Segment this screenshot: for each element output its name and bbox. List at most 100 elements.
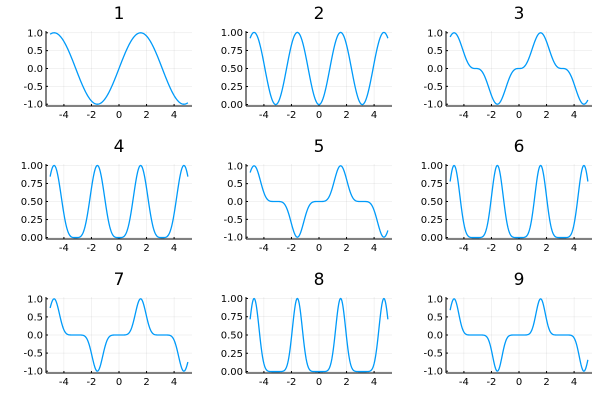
y-tick-label: 0.5 <box>27 46 43 57</box>
subplot-2: -4 -2 0 2 4 0.00 0.25 0.50 0.75 1.00 2 <box>221 4 392 121</box>
x-tick-label: 4 <box>371 243 377 254</box>
x-tick-label: 0 <box>116 377 122 388</box>
series-line <box>449 32 589 105</box>
y-tick-label: -0.5 <box>23 82 43 93</box>
y-tick-label: 0.50 <box>421 197 443 208</box>
series-line <box>249 297 389 373</box>
x-tick-label: -4 <box>259 377 269 388</box>
y-tick-label: 0.0 <box>427 331 443 342</box>
y-tick-label: -1.0 <box>223 233 243 244</box>
subplot-title: 5 <box>314 137 325 157</box>
x-tick-label: 4 <box>371 110 377 121</box>
x-tick-label: 4 <box>571 243 577 254</box>
x-tick-label: 0 <box>316 243 322 254</box>
y-tick-label: 0.00 <box>221 367 243 378</box>
y-tick-label: 0.75 <box>221 46 243 57</box>
x-tick-label: -2 <box>286 110 296 121</box>
subplot-title: 8 <box>314 270 325 290</box>
x-tick-label: -2 <box>486 110 496 121</box>
y-tick-label: -1.0 <box>423 100 443 111</box>
x-tick-label: 2 <box>143 377 149 388</box>
series-line <box>249 31 389 106</box>
x-tick-label: -2 <box>86 377 96 388</box>
x-tick-label: 2 <box>543 243 549 254</box>
x-tick-label: -2 <box>86 110 96 121</box>
y-tick-label: 1.00 <box>421 161 443 172</box>
x-tick-label: 0 <box>316 110 322 121</box>
x-tick-label: 4 <box>171 243 177 254</box>
x-tick-label: 2 <box>343 377 349 388</box>
x-tick-label: 0 <box>116 243 122 254</box>
y-tick-label: 1.0 <box>427 28 443 39</box>
subplot-title: 3 <box>514 4 525 24</box>
subplot-9: -4 -2 0 2 4 -1.0 -0.5 0.0 0.5 1.0 9 <box>423 270 592 388</box>
y-tick-label: 0.00 <box>21 233 43 244</box>
y-tick-label: 1.00 <box>221 294 243 305</box>
x-tick-label: 4 <box>171 377 177 388</box>
x-tick-label: 0 <box>516 110 522 121</box>
y-tick-label: -0.5 <box>23 349 43 360</box>
y-tick-label: 0.5 <box>427 312 443 323</box>
y-tick-label: 1.0 <box>427 294 443 305</box>
x-tick-label: -2 <box>486 377 496 388</box>
x-tick-label: -4 <box>259 243 269 254</box>
x-tick-label: -2 <box>286 377 296 388</box>
y-tick-label: 0.0 <box>227 197 243 208</box>
y-tick-label: 0.50 <box>221 331 243 342</box>
x-tick-label: -4 <box>59 243 69 254</box>
x-tick-label: -2 <box>86 243 96 254</box>
series-line <box>49 298 189 372</box>
subplot-title: 1 <box>114 4 125 24</box>
x-tick-label: 4 <box>371 377 377 388</box>
subplot-6: -4 -2 0 2 4 0.00 0.25 0.50 0.75 1.00 6 <box>421 137 592 254</box>
y-tick-label: 0.50 <box>221 64 243 75</box>
series-line <box>449 164 589 239</box>
x-tick-label: 2 <box>543 377 549 388</box>
y-tick-label: 0.25 <box>21 215 43 226</box>
x-tick-label: 2 <box>343 243 349 254</box>
y-tick-label: 0.00 <box>421 233 443 244</box>
x-tick-label: 4 <box>571 377 577 388</box>
subplot-title: 7 <box>114 270 125 290</box>
x-tick-label: 0 <box>316 377 322 388</box>
y-tick-label: 0.0 <box>427 64 443 75</box>
y-tick-label: -1.0 <box>23 367 43 378</box>
subplot-7: -4 -2 0 2 4 -1.0 -0.5 0.0 0.5 1.0 7 <box>23 270 192 388</box>
y-tick-label: -1.0 <box>423 367 443 378</box>
subplot-title: 6 <box>514 137 525 157</box>
subplot-title: 4 <box>114 137 125 157</box>
y-tick-label: 0.5 <box>227 179 243 190</box>
y-tick-label: -0.5 <box>423 349 443 360</box>
y-tick-label: 0.75 <box>21 179 43 190</box>
subplot-4: -4 -2 0 2 4 0.00 0.25 0.50 0.75 1.00 4 <box>21 137 192 254</box>
y-tick-label: 0.5 <box>427 46 443 57</box>
y-tick-label: 0.75 <box>421 179 443 190</box>
x-tick-label: -4 <box>459 377 469 388</box>
series-line <box>249 165 389 238</box>
y-tick-label: 0.00 <box>221 100 243 111</box>
x-tick-label: -4 <box>459 110 469 121</box>
subplot-8: -4 -2 0 2 4 0.00 0.25 0.50 0.75 1.00 8 <box>221 270 392 388</box>
y-tick-label: 1.0 <box>227 161 243 172</box>
x-tick-label: -4 <box>59 377 69 388</box>
y-tick-label: 0.5 <box>27 312 43 323</box>
x-tick-label: 4 <box>571 110 577 121</box>
subplot-title: 2 <box>314 4 325 24</box>
x-tick-label: -2 <box>486 243 496 254</box>
y-tick-label: 0.25 <box>221 349 243 360</box>
y-tick-label: 1.0 <box>27 294 43 305</box>
x-tick-label: 0 <box>116 110 122 121</box>
y-tick-label: 0.50 <box>21 197 43 208</box>
y-tick-label: 0.0 <box>27 64 43 75</box>
y-tick-label: -0.5 <box>223 215 243 226</box>
series-line <box>449 298 589 372</box>
x-tick-label: -4 <box>459 243 469 254</box>
subplot-3: -4 -2 0 2 4 -1.0 -0.5 0.0 0.5 1.0 3 <box>423 4 592 121</box>
y-tick-label: 0.25 <box>421 215 443 226</box>
x-tick-label: 4 <box>171 110 177 121</box>
y-tick-label: 0.75 <box>221 312 243 323</box>
y-tick-label: -1.0 <box>23 100 43 111</box>
x-tick-label: 0 <box>516 243 522 254</box>
series-line <box>49 164 189 239</box>
